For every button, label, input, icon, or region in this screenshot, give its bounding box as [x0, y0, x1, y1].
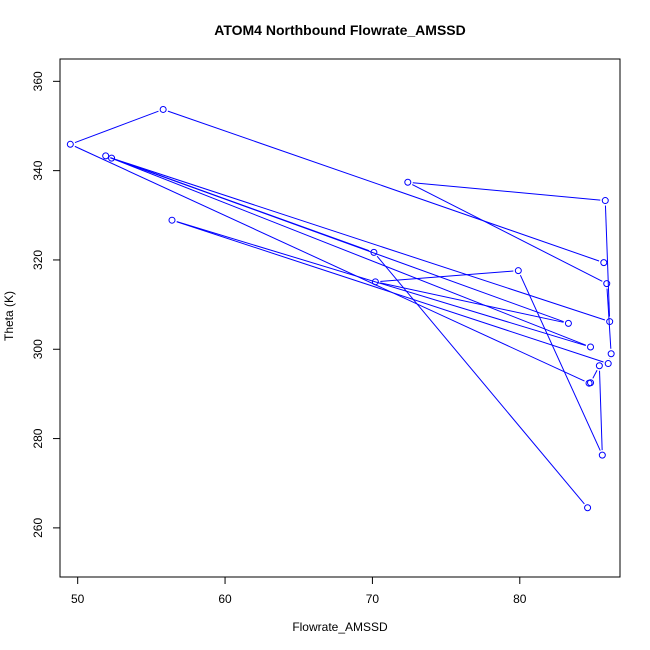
y-tick-label: 360 [31, 71, 45, 91]
series-segment [604, 205, 611, 317]
x-tick-label: 80 [513, 592, 527, 606]
series-segment [167, 110, 600, 262]
data-point [102, 152, 110, 160]
chart-title: ATOM4 Northbound Flowrate_AMSSD [214, 22, 465, 38]
y-tick-label: 280 [31, 428, 45, 448]
series-segment [599, 370, 603, 451]
y-tick-label: 320 [31, 250, 45, 270]
x-tick-label: 70 [366, 592, 380, 606]
series-segment [376, 255, 585, 505]
data-point [370, 248, 378, 256]
x-axis: 50 60 70 80 [71, 576, 527, 606]
series-segment [74, 110, 159, 144]
data-point [108, 154, 116, 162]
series-segment [380, 282, 564, 323]
series-segment [176, 221, 586, 347]
series-segment [592, 369, 598, 379]
data-point [404, 178, 412, 186]
data-point [601, 197, 609, 205]
data-point [600, 259, 608, 267]
data-point [584, 504, 592, 512]
data-point [585, 379, 593, 387]
x-tick-label: 50 [71, 592, 85, 606]
series-segment [412, 182, 601, 201]
data-point [168, 216, 176, 224]
y-tick-label: 340 [31, 160, 45, 180]
series-segment [519, 275, 601, 451]
series-segment [116, 159, 606, 321]
series-segment [380, 270, 514, 282]
x-tick-label: 60 [218, 592, 232, 606]
y-axis: 260 280 300 320 340 360 [31, 71, 61, 538]
data-point [564, 319, 572, 327]
data-point [371, 278, 379, 286]
data-point [587, 343, 595, 351]
data-point [606, 318, 614, 326]
series-segment [412, 184, 603, 282]
series-segment [116, 159, 564, 323]
data-point [159, 105, 167, 113]
data-point [607, 350, 615, 358]
data-point [595, 362, 603, 370]
data-point [603, 280, 611, 288]
data-point [604, 360, 612, 368]
series-layer [66, 105, 615, 512]
series-segment [110, 157, 587, 346]
x-axis-label: Flowrate_AMSSD [292, 620, 388, 634]
data-point [66, 140, 74, 148]
y-tick-label: 300 [31, 339, 45, 359]
data-point [514, 267, 522, 275]
y-axis-label: Theta (K) [2, 291, 16, 341]
y-tick-label: 260 [31, 518, 45, 538]
series-segment [74, 145, 585, 382]
data-point [598, 451, 606, 459]
